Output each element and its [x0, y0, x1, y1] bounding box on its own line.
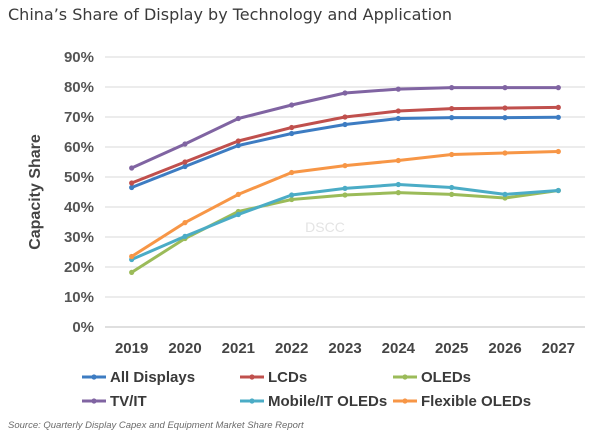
y-tick-label: 50%	[64, 169, 94, 186]
data-point	[342, 192, 348, 198]
legend-item: OLEDs	[393, 369, 471, 386]
series-flexible-oleds	[129, 148, 561, 260]
y-axis-label: Capacity Share	[27, 134, 44, 250]
data-point	[129, 269, 135, 275]
x-tick-label: 2019	[115, 340, 148, 357]
data-point	[555, 85, 561, 91]
x-tick-label: 2026	[488, 340, 521, 357]
data-point	[129, 180, 135, 186]
series-line	[130, 86, 560, 170]
x-tick-label: 2021	[222, 340, 255, 357]
data-point	[555, 187, 561, 194]
data-point	[342, 121, 348, 128]
y-tick-label: 80%	[64, 79, 94, 96]
y-tick-label: 70%	[64, 109, 94, 126]
data-point	[182, 141, 188, 147]
data-point	[449, 106, 455, 112]
data-point	[502, 85, 508, 91]
legend-item: LCDs	[240, 369, 307, 386]
legend-item: Mobile/IT OLEDs	[240, 393, 387, 410]
legend-marker	[249, 398, 255, 404]
data-point	[395, 157, 401, 164]
data-point	[449, 191, 455, 197]
y-tick-label: 30%	[64, 229, 94, 246]
legend-marker	[402, 374, 408, 380]
data-point	[555, 148, 561, 155]
legend-marker	[249, 374, 255, 380]
data-point	[395, 181, 401, 188]
data-point	[502, 191, 508, 197]
chart-title: China’s Share of Display by Technology a…	[8, 5, 453, 24]
data-point	[449, 85, 455, 91]
data-point	[235, 191, 241, 197]
data-point	[395, 86, 401, 92]
data-point	[289, 102, 295, 108]
legend-item: All Displays	[82, 369, 195, 386]
legend-label: Flexible OLEDs	[421, 393, 531, 410]
data-point	[342, 114, 348, 120]
legend-label: Mobile/IT OLEDs	[268, 393, 387, 410]
data-point	[395, 190, 401, 196]
data-point	[449, 184, 455, 191]
legend-marker	[91, 398, 97, 404]
data-point	[502, 195, 508, 201]
x-tick-label: 2023	[328, 340, 361, 357]
data-point	[555, 104, 561, 110]
data-point	[129, 184, 135, 191]
y-tick-label: 20%	[64, 259, 94, 276]
data-point	[289, 169, 295, 176]
legend-label: LCDs	[268, 369, 307, 386]
series-mobile-it-oleds	[129, 181, 561, 263]
legend-item: Flexible OLEDs	[393, 393, 531, 410]
data-point	[502, 105, 508, 111]
data-point	[182, 163, 188, 170]
legend-marker	[402, 398, 408, 404]
y-tick-label: 90%	[64, 49, 94, 66]
data-point	[502, 115, 508, 121]
data-point	[289, 192, 295, 198]
legend-label: OLEDs	[421, 369, 471, 386]
data-point	[502, 150, 508, 156]
source-note: Source: Quarterly Display Capex and Equi…	[8, 420, 304, 431]
y-tick-label: 0%	[72, 319, 94, 336]
data-point	[395, 108, 401, 114]
x-tick-label: 2027	[542, 340, 575, 357]
x-tick-label: 2020	[168, 340, 201, 357]
data-point	[129, 165, 135, 171]
data-point	[235, 211, 241, 218]
data-point	[182, 220, 188, 226]
data-point	[182, 159, 188, 165]
data-point	[289, 124, 295, 131]
legend-marker	[91, 374, 97, 380]
data-point	[342, 90, 348, 96]
legend-item: TV/IT	[82, 393, 147, 410]
x-tick-label: 2025	[435, 340, 468, 357]
legend-label: TV/IT	[110, 393, 147, 410]
data-point	[449, 151, 455, 158]
data-point	[289, 130, 295, 137]
data-point	[235, 142, 241, 149]
data-point	[395, 115, 401, 122]
data-point	[129, 253, 135, 260]
data-point	[342, 163, 348, 169]
y-tick-label: 40%	[64, 199, 94, 216]
data-point	[289, 196, 295, 203]
data-point	[449, 115, 455, 121]
watermark: DSCC	[305, 219, 345, 235]
legend-label: All Displays	[110, 369, 195, 386]
y-tick-label: 10%	[64, 289, 94, 306]
series-lcds	[129, 104, 561, 186]
series-tv-it	[129, 85, 561, 171]
series-all-displays	[129, 114, 561, 191]
data-point	[235, 138, 241, 144]
data-point	[235, 115, 241, 122]
data-point	[342, 185, 348, 191]
x-tick-label: 2022	[275, 340, 308, 357]
x-tick-label: 2024	[382, 340, 416, 357]
data-point	[182, 233, 188, 239]
y-tick-label: 60%	[64, 139, 94, 156]
data-point	[555, 114, 561, 120]
